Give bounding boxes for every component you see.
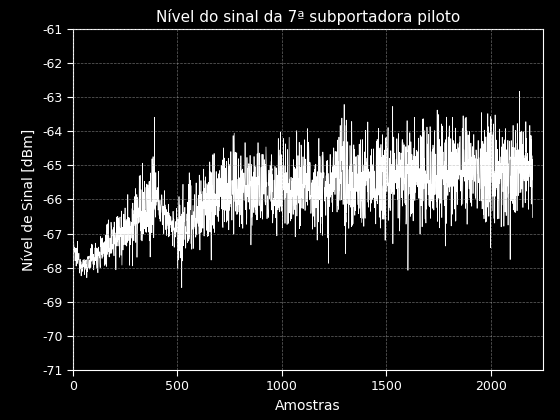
- Y-axis label: Nível de Sinal [dBm]: Nível de Sinal [dBm]: [22, 129, 36, 270]
- X-axis label: Amostras: Amostras: [275, 399, 341, 412]
- Title: Nível do sinal da 7ª subportadora piloto: Nível do sinal da 7ª subportadora piloto: [156, 10, 460, 26]
